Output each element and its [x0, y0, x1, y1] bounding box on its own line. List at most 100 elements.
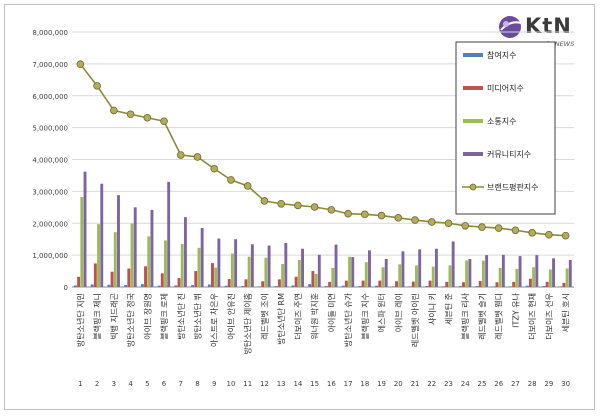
brand-index-point [394, 214, 403, 222]
rank-label: 15 [310, 380, 319, 388]
category-label: 방탄소년단 슈가 [343, 292, 353, 347]
category-label: 아이브 안유진 [226, 293, 236, 340]
rank-label: 2 [95, 380, 99, 388]
brand-index-point [160, 117, 168, 126]
bar [281, 264, 285, 287]
bar [80, 197, 84, 287]
bar [110, 271, 114, 287]
category-label: 아이들 미연 [326, 293, 336, 332]
bar [200, 228, 204, 287]
bar [535, 255, 539, 287]
y-tick-label: 4,000,000 [32, 157, 68, 165]
bar [191, 285, 194, 287]
category-label: 블랙핑크 지수 [360, 293, 370, 340]
bar [445, 281, 449, 287]
bar [90, 284, 94, 287]
bar [77, 276, 81, 287]
bars [73, 171, 572, 287]
bar [197, 247, 201, 287]
bar [117, 195, 120, 287]
bar [227, 279, 231, 287]
rank-label: 29 [544, 380, 553, 388]
rank-label: 6 [162, 380, 167, 388]
brand-index-point [260, 197, 269, 205]
brand-index-point [210, 164, 219, 173]
rank-label: 7 [179, 380, 183, 388]
y-tick-label: 0 [64, 284, 68, 292]
bar [509, 286, 512, 287]
category-label: 레드벨벳 아이린 [410, 293, 420, 347]
bar [180, 243, 184, 287]
rank-label: 14 [293, 380, 302, 388]
rank-label: 4 [128, 380, 133, 388]
bar [214, 267, 218, 287]
rank-label: 27 [511, 380, 520, 388]
bar [562, 282, 566, 287]
rank-label: 12 [260, 380, 269, 388]
bar [93, 263, 97, 287]
bar [113, 232, 117, 287]
bar [501, 254, 505, 287]
category-label: 아스트로 차은우 [209, 293, 219, 347]
bar [147, 236, 151, 287]
brand-index-point [227, 176, 235, 184]
bar [468, 258, 472, 287]
bar [428, 280, 432, 287]
bar [401, 251, 405, 287]
rank-label: 9 [212, 380, 216, 388]
category-label: 더보이즈 현재 [527, 293, 537, 340]
legend-swatch [463, 152, 483, 156]
legend-swatch [463, 53, 483, 57]
rank-label: 3 [112, 380, 116, 388]
bar [301, 248, 304, 287]
bar [565, 268, 569, 287]
bar [83, 171, 87, 287]
legend-label: 참여지수 [487, 50, 516, 60]
bar [140, 284, 144, 287]
rank-label: 5 [145, 380, 149, 388]
category-label: 방탄소년단 정국 [126, 293, 136, 347]
bar [150, 209, 154, 287]
bar [174, 285, 178, 287]
bar [351, 257, 355, 287]
bar [167, 181, 171, 287]
bar [361, 280, 365, 287]
bar [177, 278, 181, 287]
rank-label: 23 [444, 380, 453, 388]
category-label: 블랙핑크 제니 [92, 293, 102, 340]
category-label: 블랙핑크 로제 [159, 293, 169, 340]
x-axis: 방탄소년단 지민 1 블랙핑크 제니 2 빅뱅 지드래곤 3 방탄소년단 정국 4 아이브 장원… [75, 292, 570, 388]
category-label: 방탄소년단 뷔 [193, 293, 203, 340]
bar [334, 244, 338, 287]
bar [478, 280, 482, 287]
bar [107, 284, 111, 287]
category-label: 레드벨벳 슬기 [477, 293, 487, 340]
rank-label: 17 [344, 380, 353, 388]
bar [364, 262, 368, 287]
bar [378, 280, 382, 287]
bar [518, 256, 522, 287]
bar [442, 286, 445, 287]
bar [395, 281, 398, 287]
category-label: ITZY 유나 [511, 292, 520, 328]
rank-label: 30 [561, 380, 570, 388]
category-label: 방탄소년단 RM [276, 293, 286, 345]
bar [264, 257, 268, 287]
legend-swatch [463, 86, 483, 90]
bar [481, 260, 485, 287]
bar [258, 286, 261, 287]
rank-label: 28 [528, 380, 537, 388]
bar [384, 258, 388, 287]
rank-label: 8 [195, 380, 199, 388]
y-tick-label: 1,000,000 [32, 252, 68, 260]
legend-label: 커뮤니티지수 [487, 149, 531, 159]
brand-index-point [110, 106, 118, 115]
bar [183, 217, 187, 287]
legend-marker [469, 183, 477, 191]
rank-label: 13 [277, 380, 286, 388]
bar [451, 241, 455, 287]
rank-label: 22 [427, 380, 436, 388]
category-label: 더보이즈 주연 [293, 293, 303, 340]
bar [411, 281, 415, 287]
bar [124, 285, 128, 287]
